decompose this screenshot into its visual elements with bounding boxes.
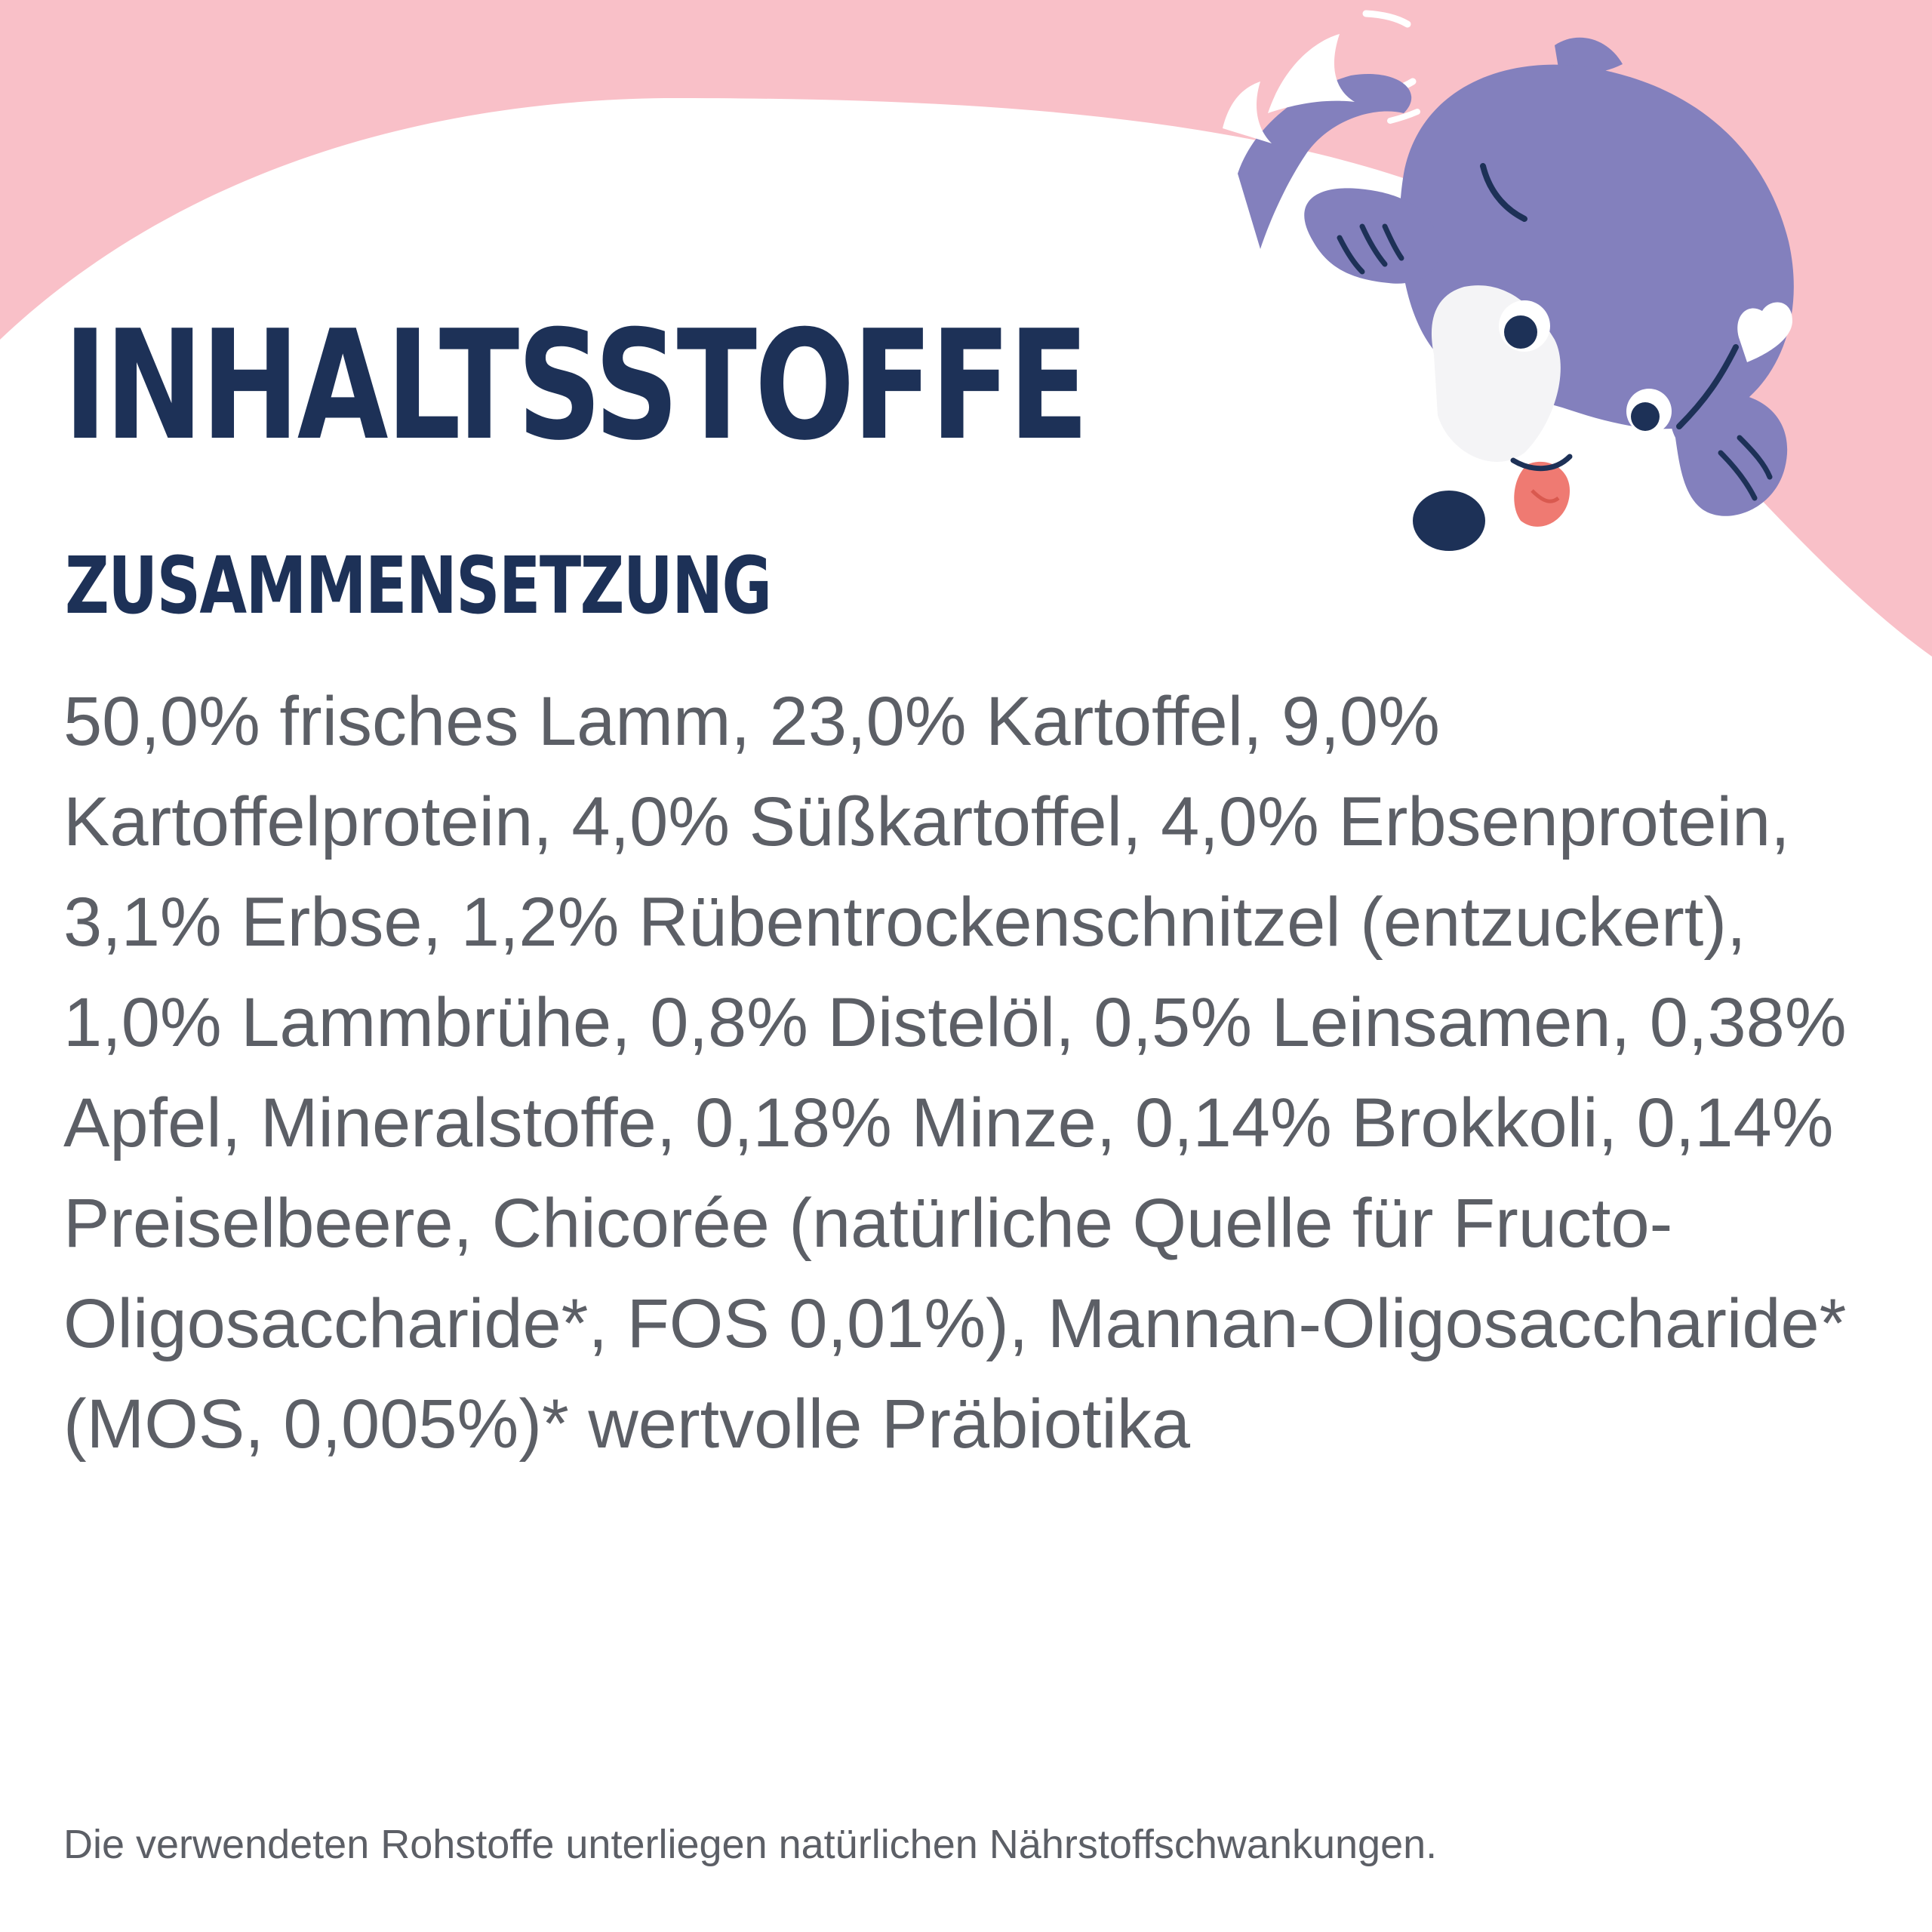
page-title: INHALTSSTOFFE: [63, 298, 1089, 474]
dog-mascot-icon: [1223, 10, 1794, 551]
footnote: Die verwendeten Rohstoffe unterliegen na…: [63, 1822, 1438, 1867]
composition-text: 50,0% frisches Lamm, 23,0% Kartoffel, 9,…: [63, 683, 1847, 1463]
section-subtitle: ZUSAMMENSETZUNG: [65, 540, 772, 632]
